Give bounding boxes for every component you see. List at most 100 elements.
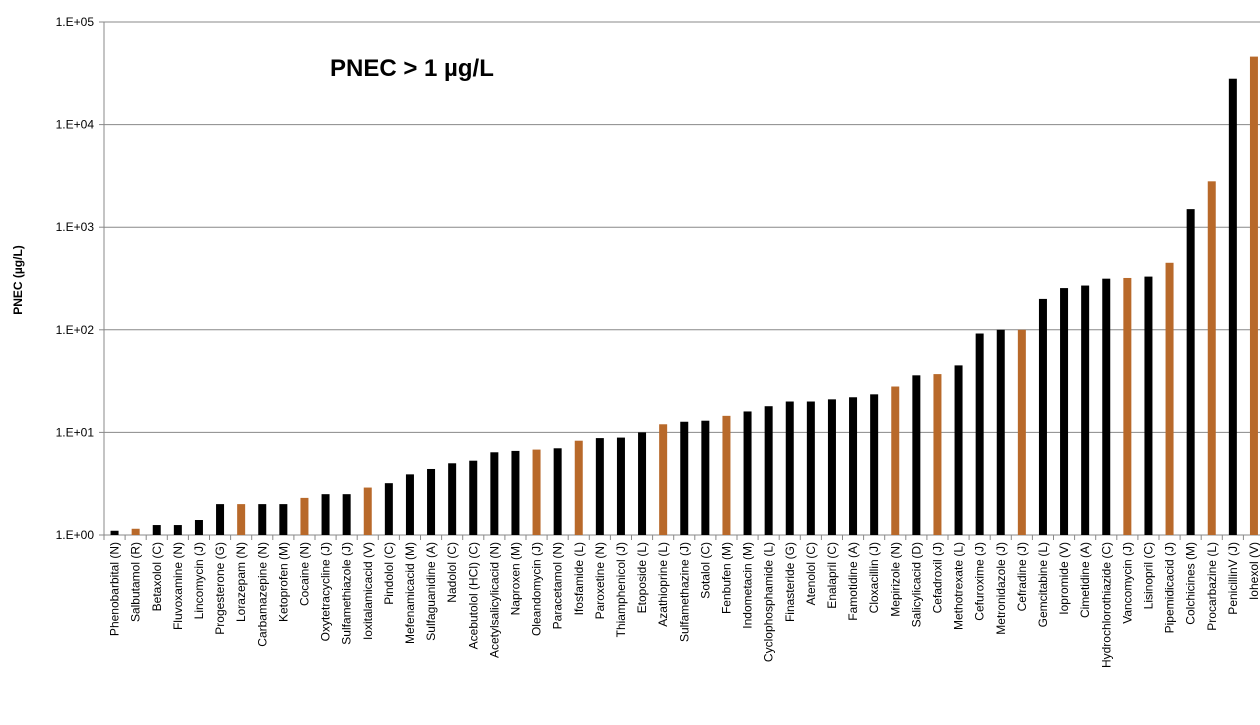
x-tick-label: Fluvoxamine (N) xyxy=(171,542,185,630)
bar xyxy=(743,411,752,535)
x-tick-label: Fenbufen (M) xyxy=(719,542,733,614)
x-tick-label: Lorazepam (N) xyxy=(234,542,248,622)
bar xyxy=(764,406,773,535)
x-tick-label: Cefradine (J) xyxy=(1015,542,1029,611)
x-tick-label: Sotalol (C) xyxy=(698,542,712,599)
bar xyxy=(194,520,203,535)
x-tick-label: Iopromide (V) xyxy=(1057,542,1071,615)
bar xyxy=(638,432,647,535)
bar xyxy=(849,397,858,535)
bar xyxy=(1144,276,1153,535)
x-tick-label: Salbutamol (R) xyxy=(129,542,143,622)
x-tick-label: Cloxacillin (J) xyxy=(867,542,881,613)
x-tick-label: Naproxen (M) xyxy=(508,542,522,615)
bar xyxy=(279,504,288,535)
x-tick-label: Atenolol (C) xyxy=(804,542,818,605)
bar xyxy=(659,424,668,535)
bar xyxy=(427,468,436,535)
x-tick-label: Nadolol (C) xyxy=(445,542,459,603)
x-tick-label: Acetylsalicylicacid (N) xyxy=(487,542,501,658)
x-tick-label: Betaxolol (C) xyxy=(150,542,164,611)
bar xyxy=(342,494,351,535)
x-tick-label: Methotrexate (L) xyxy=(952,542,966,630)
bar xyxy=(595,438,604,535)
bar xyxy=(1081,285,1090,535)
y-tick-label: 1.E+00 xyxy=(56,528,95,542)
y-tick-label: 1.E+03 xyxy=(56,220,95,234)
bar xyxy=(806,401,815,535)
bar xyxy=(1207,181,1216,535)
bar xyxy=(1165,262,1174,535)
x-tick-label: Metronidazole (J) xyxy=(994,542,1008,635)
bar xyxy=(152,525,161,535)
x-tick-label: Indometacin (M) xyxy=(741,542,755,629)
bar xyxy=(912,375,921,535)
x-tick-label: Sulfaguanidine (A) xyxy=(424,542,438,641)
x-tick-label: Iohexol (V) xyxy=(1247,542,1260,600)
x-tick-label: Cefadroxil (J) xyxy=(930,542,944,613)
x-tick-label: Enalapril (C) xyxy=(825,542,839,609)
chart-title: PNEC > 1 µg/L xyxy=(330,55,494,82)
y-tick-label: 1.E+05 xyxy=(56,15,95,29)
bar xyxy=(996,329,1005,535)
bar xyxy=(722,415,731,535)
x-tick-label: Mefenamicacid (M) xyxy=(403,542,417,644)
bar xyxy=(1186,209,1195,535)
bar xyxy=(1123,277,1132,535)
x-tick-label: Phenobarbital (N) xyxy=(108,542,122,636)
bar xyxy=(870,394,879,535)
bar xyxy=(300,497,309,535)
x-tick-label: Carbamazepine (N) xyxy=(255,542,269,647)
bar xyxy=(1228,78,1237,535)
x-tick-label: Etoposide (L) xyxy=(635,542,649,613)
bar xyxy=(574,440,583,535)
bar xyxy=(258,504,267,535)
y-axis-label: PNEC (µg/L) xyxy=(11,245,25,315)
x-tick-label: Famotidine (A) xyxy=(846,542,860,621)
x-tick-label: Pindolol (C) xyxy=(382,542,396,605)
bar xyxy=(511,450,520,535)
bar xyxy=(827,399,836,535)
bar xyxy=(933,374,942,535)
bar xyxy=(616,437,625,535)
bar xyxy=(954,365,963,535)
bar xyxy=(1102,278,1111,535)
bar xyxy=(785,401,794,535)
bar xyxy=(1249,56,1258,536)
x-tick-label: Azathioprine (L) xyxy=(656,542,670,627)
bar xyxy=(216,504,225,535)
y-tick-label: 1.E+02 xyxy=(56,323,95,337)
x-tick-label: Progesterone (G) xyxy=(213,542,227,635)
x-tick-label: Pipemidicacid (J) xyxy=(1163,542,1177,633)
bar xyxy=(1017,329,1026,535)
x-tick-label: Cefuroxime (J) xyxy=(973,542,987,621)
x-tick-label: Cimetidine (A) xyxy=(1078,542,1092,618)
y-tick-label: 1.E+01 xyxy=(56,425,95,439)
bar xyxy=(173,525,182,535)
y-tick-label: 1.E+04 xyxy=(56,118,95,132)
x-tick-label: Sulfamethazine (J) xyxy=(677,542,691,642)
bar xyxy=(237,504,246,535)
x-tick-label: Gemcitabine (L) xyxy=(1036,542,1050,627)
x-tick-label: Mepirizole (N) xyxy=(888,542,902,617)
bar xyxy=(448,463,457,535)
x-tick-label: Oxytetracycline (J) xyxy=(319,542,333,641)
x-tick-label: Paroxetine (N) xyxy=(593,542,607,619)
x-tick-label: Lisinopril (C) xyxy=(1141,542,1155,609)
bar xyxy=(131,528,140,535)
bar xyxy=(321,494,330,535)
x-tick-label: Colchicines (M) xyxy=(1184,542,1198,625)
x-tick-label: Oleandomycin (J) xyxy=(530,542,544,636)
x-tick-label: Ketoprofen (M) xyxy=(276,542,290,622)
bar xyxy=(532,449,541,535)
bar xyxy=(553,448,562,535)
x-tick-label: Lincomycin (J) xyxy=(192,542,206,619)
bar xyxy=(469,460,478,535)
x-tick-label: Paracetamol (N) xyxy=(551,542,565,629)
bar xyxy=(701,420,710,535)
x-tick-label: Vancomycin (J) xyxy=(1120,542,1134,624)
x-tick-label: Ifosfamide (L) xyxy=(572,542,586,615)
x-tick-label: Sulfamethiazole (J) xyxy=(340,542,354,645)
bar xyxy=(490,452,499,535)
